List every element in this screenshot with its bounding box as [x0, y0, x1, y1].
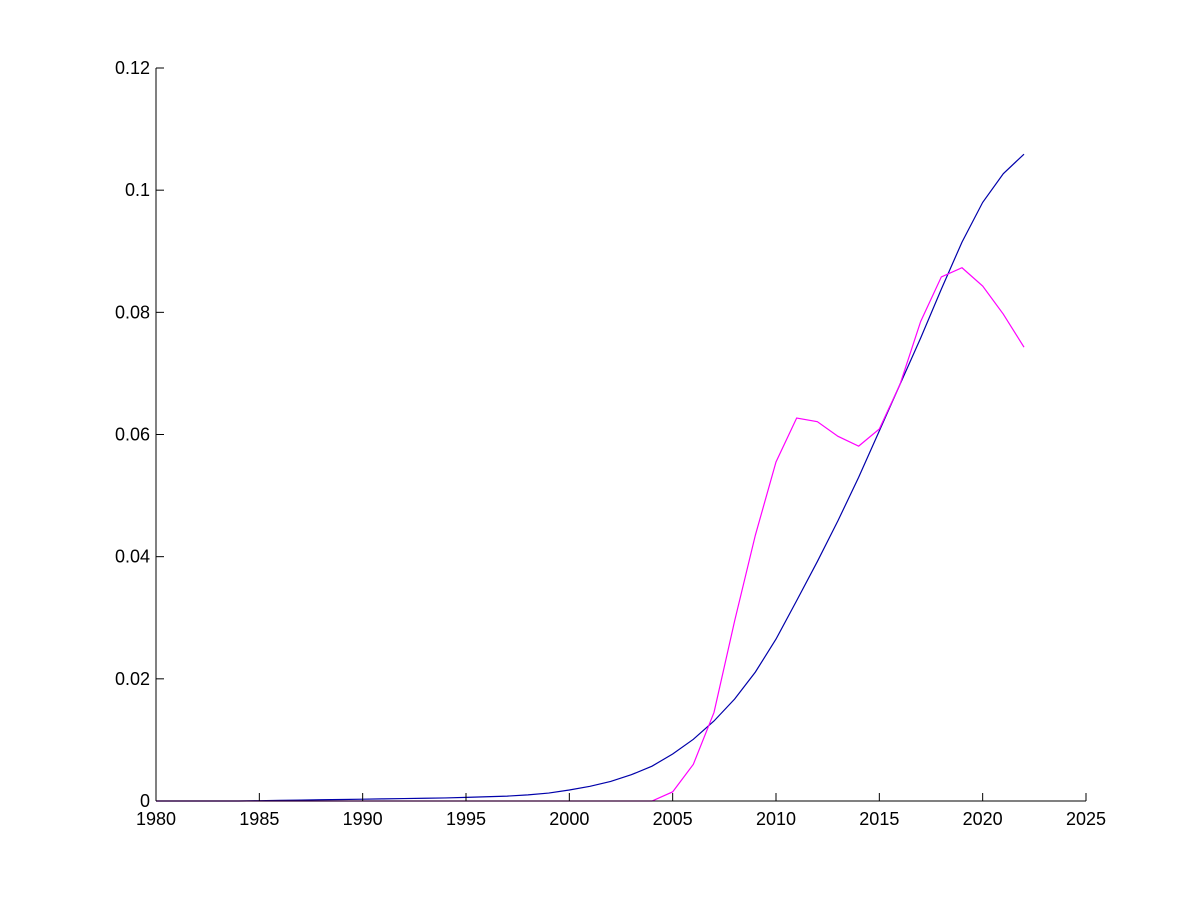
y-tick-label: 0.08 [115, 302, 150, 322]
x-tick-label: 1985 [239, 809, 279, 829]
x-tick-label: 1990 [343, 809, 383, 829]
x-tick-label: 2000 [549, 809, 589, 829]
y-tick-label: 0 [140, 791, 150, 811]
x-tick-label: 2020 [963, 809, 1003, 829]
x-tick-label: 1995 [446, 809, 486, 829]
x-tick-label: 1980 [136, 809, 176, 829]
y-tick-label: 0.04 [115, 547, 150, 567]
y-tick-label: 0.1 [125, 180, 150, 200]
x-axis-ticks: 1980 1985 1990 1995 2000 2005 2010 2015 2020 2025 [136, 793, 1106, 829]
series-line-1 [156, 153, 1025, 802]
x-tick-label: 2010 [756, 809, 796, 829]
x-tick-label: 2025 [1066, 809, 1106, 829]
x-tick-label: 2015 [859, 809, 899, 829]
x-tick-label: 2005 [653, 809, 693, 829]
y-tick-label: 0.12 [115, 58, 150, 78]
axes-layer [155, 68, 1086, 802]
y-axis-ticks: 0 0.02 0.04 0.06 0.08 0.1 0.12 [115, 58, 164, 811]
series-layer [156, 153, 1025, 802]
y-tick-label: 0.06 [115, 425, 150, 445]
series-line-2 [156, 267, 1025, 802]
y-tick-label: 0.02 [115, 669, 150, 689]
